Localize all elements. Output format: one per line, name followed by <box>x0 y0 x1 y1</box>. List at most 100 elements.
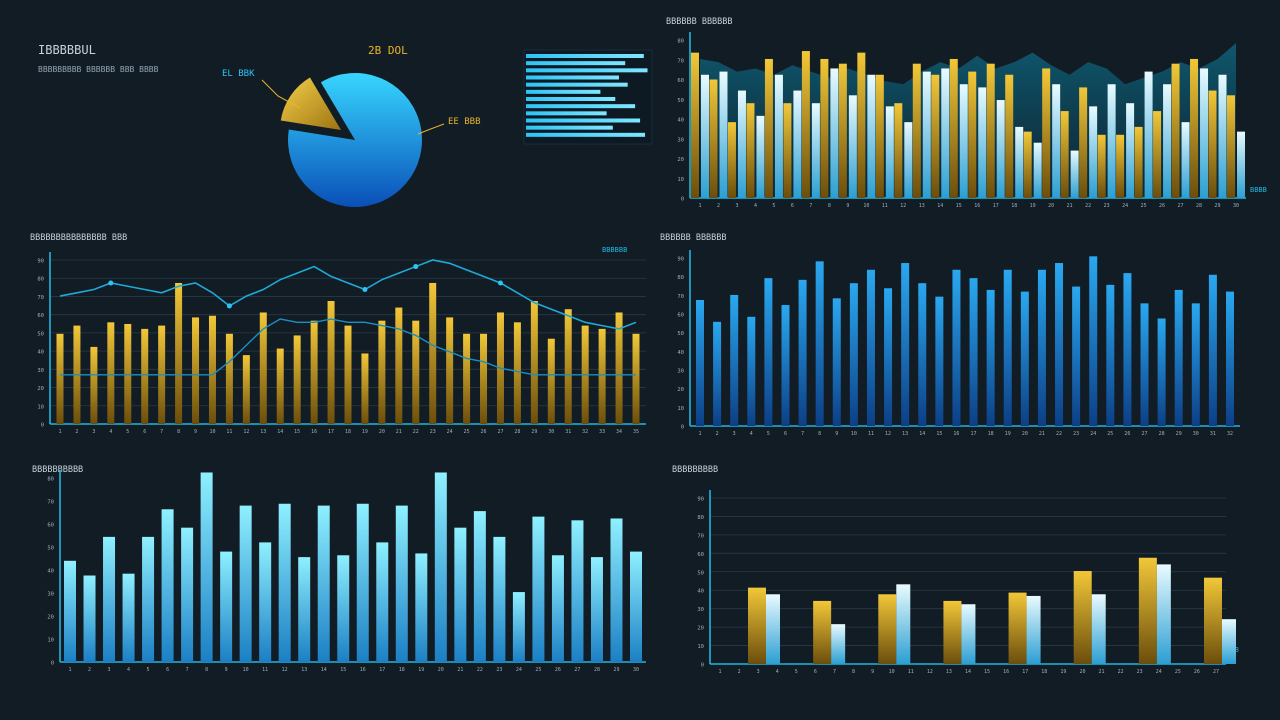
bar <box>361 353 369 424</box>
bar-cyan <box>1156 564 1171 664</box>
x-tick-label: 17 <box>379 667 385 673</box>
bar <box>530 301 538 424</box>
bar <box>239 505 252 662</box>
bar <box>493 536 506 662</box>
bar <box>64 560 76 662</box>
x-tick-label: 10 <box>863 203 869 209</box>
x-tick-label: 9 <box>225 667 228 673</box>
bar-gold <box>838 63 847 199</box>
legend-label: BBBBBB <box>602 246 627 254</box>
pie-label: EE BBB <box>448 117 481 127</box>
y-tick-label: 30 <box>677 137 684 143</box>
x-tick-label: 7 <box>801 431 804 437</box>
bar <box>317 505 330 662</box>
x-tick-label: 17 <box>971 431 977 437</box>
bar-cyan <box>848 95 857 198</box>
bar <box>293 335 301 424</box>
bar-gold <box>691 52 699 198</box>
y-tick-label: 60 <box>47 523 54 529</box>
bar <box>590 557 603 662</box>
y-tick-label: 0 <box>41 423 44 429</box>
bar <box>192 317 200 424</box>
x-tick-label: 19 <box>362 429 368 435</box>
x-tick-label: 20 <box>1079 669 1085 675</box>
bar-gold <box>1005 74 1014 198</box>
pie-label: EL BBK <box>222 69 255 79</box>
bar <box>512 592 525 662</box>
x-tick-label: 13 <box>260 429 266 435</box>
x-tick-label: 5 <box>795 669 798 675</box>
bar-gold <box>820 58 829 199</box>
bar-cyan <box>941 68 950 198</box>
x-tick-label: 29 <box>613 667 619 673</box>
x-tick-label: 28 <box>594 667 600 673</box>
x-tick-label: 13 <box>946 669 952 675</box>
x-tick-label: 29 <box>531 429 537 435</box>
x-tick-label: 11 <box>262 667 268 673</box>
x-tick-label: 33 <box>599 429 605 435</box>
bar-cyan <box>867 74 876 198</box>
x-tick-label: 26 <box>1194 669 1200 675</box>
bar <box>849 283 858 426</box>
hbar <box>526 54 644 58</box>
x-tick-label: 27 <box>1213 669 1219 675</box>
bar-cyan <box>961 604 976 664</box>
bar-gold <box>912 63 921 199</box>
y-tick-label: 30 <box>47 592 54 598</box>
bar-gold <box>813 600 832 664</box>
x-tick-label: 31 <box>565 429 571 435</box>
x-tick-label: 1 <box>58 429 61 435</box>
bar <box>1020 291 1029 426</box>
y-tick-label: 0 <box>681 425 684 431</box>
y-tick-label: 20 <box>37 386 44 392</box>
x-tick-label: 28 <box>514 429 520 435</box>
bar <box>1072 286 1081 426</box>
x-tick-label: 24 <box>447 429 453 435</box>
bar-gold <box>943 600 962 664</box>
x-tick-label: 20 <box>1022 431 1028 437</box>
x-tick-label: 20 <box>1048 203 1054 209</box>
bar-cyan <box>1163 84 1172 198</box>
y-tick-label: 90 <box>697 497 704 503</box>
chart-title: BBBBBBBBB <box>672 465 718 475</box>
line-point <box>497 280 503 286</box>
bar <box>969 278 978 426</box>
bar <box>798 279 807 426</box>
bar-cyan <box>811 103 820 198</box>
y-tick-label: 50 <box>677 331 684 337</box>
x-tick-label: 21 <box>1067 203 1073 209</box>
bar <box>103 536 116 662</box>
line-series <box>59 259 637 330</box>
x-tick-label: 22 <box>1056 431 1062 437</box>
bar-gold <box>1227 95 1235 198</box>
bar-cyan <box>1200 68 1209 198</box>
bar <box>551 555 564 662</box>
bar-gold <box>1138 557 1157 664</box>
y-tick-label: 0 <box>681 197 684 203</box>
bar-gold <box>1116 134 1125 198</box>
hbar <box>526 125 613 130</box>
x-tick-label: 16 <box>974 203 980 209</box>
bar-cyan <box>1015 126 1024 198</box>
x-tick-label: 21 <box>1099 669 1105 675</box>
bar <box>395 307 403 424</box>
y-tick-label: 40 <box>697 589 704 595</box>
x-tick-label: 10 <box>851 431 857 437</box>
x-tick-label: 26 <box>555 667 561 673</box>
x-tick-label: 18 <box>988 431 994 437</box>
x-tick-label: 26 <box>1124 431 1130 437</box>
x-tick-label: 3 <box>92 429 95 435</box>
bar-cyan <box>904 122 913 198</box>
y-tick-label: 10 <box>37 404 44 410</box>
bar <box>1140 303 1149 426</box>
bar <box>434 472 447 662</box>
bar-cyan <box>774 74 783 198</box>
x-tick-label: 26 <box>1159 203 1165 209</box>
x-tick-label: 27 <box>497 429 503 435</box>
x-tick-label: 13 <box>301 667 307 673</box>
bar-gold <box>764 58 773 199</box>
bar-cyan <box>1033 142 1042 198</box>
x-tick-label: 27 <box>574 667 580 673</box>
bar-cyan <box>719 71 728 198</box>
x-tick-label: 10 <box>889 669 895 675</box>
